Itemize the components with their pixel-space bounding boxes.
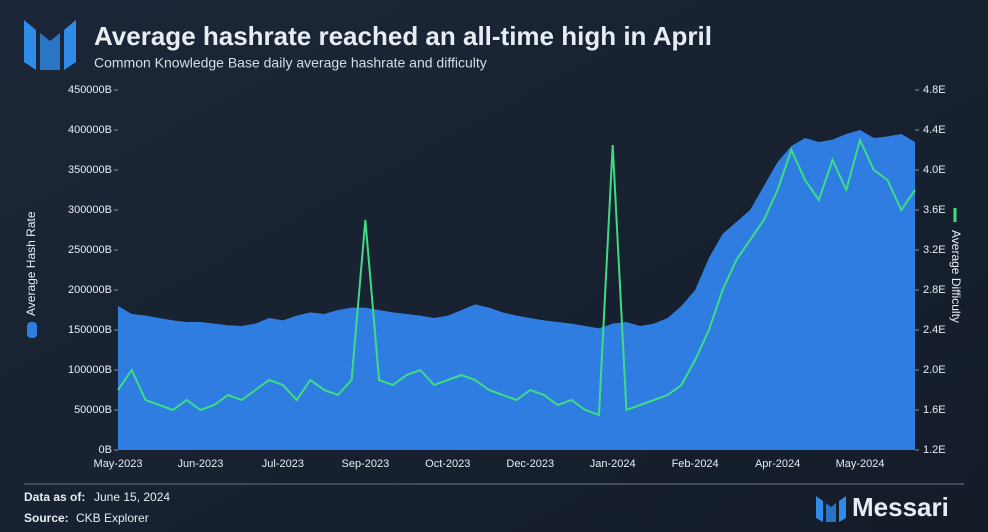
source-label: Source: xyxy=(24,511,69,525)
x-tick-label: Dec-2023 xyxy=(506,458,554,470)
y-tick-label: 200000B xyxy=(68,284,112,296)
x-tick-label: Jun-2023 xyxy=(178,458,224,470)
y-tick-label: 50000B xyxy=(74,404,112,416)
y-tick-label: 350000B xyxy=(68,164,112,176)
date: June 15, 2024 xyxy=(94,490,170,504)
y2-tick-label: 1.2E xyxy=(923,444,946,456)
x-tick-label: Oct-2023 xyxy=(425,458,470,470)
x-tick-label: Feb-2024 xyxy=(672,458,719,470)
y-tick-label: 150000B xyxy=(68,324,112,336)
legend-marker xyxy=(27,322,37,338)
logo xyxy=(24,20,76,70)
y2-tick-label: 4.4E xyxy=(923,124,946,136)
x-tick-label: Sep-2023 xyxy=(341,458,389,470)
x-tick-label: Apr-2024 xyxy=(755,458,800,470)
y2-tick-label: 2.8E xyxy=(923,284,946,296)
hashrate-area xyxy=(118,130,915,450)
y2-tick-label: 2.0E xyxy=(923,364,946,376)
difficulty-line xyxy=(117,137,916,417)
y2-axis-title: Average Difficulty xyxy=(949,230,963,323)
y-axis-title: Average Hash Rate xyxy=(24,211,38,316)
date-label: Data as of: xyxy=(24,490,85,504)
y-tick-label: 400000B xyxy=(68,124,112,136)
y-tick-label: 300000B xyxy=(68,204,112,216)
x-tick-label: Jul-2023 xyxy=(262,458,304,470)
y2-tick-label: 4.0E xyxy=(923,164,946,176)
brand-logo xyxy=(816,496,846,522)
y2-tick-label: 2.4E xyxy=(923,324,946,336)
y-tick-label: 0B xyxy=(99,444,112,456)
source: CKB Explorer xyxy=(76,511,149,525)
chart-subtitle: Common Knowledge Base daily average hash… xyxy=(94,55,487,71)
x-tick-label: May-2024 xyxy=(836,458,885,470)
y2-tick-label: 3.6E xyxy=(923,204,946,216)
chart-title: Average hashrate reached an all-time hig… xyxy=(94,21,712,51)
y2-tick-label: 1.6E xyxy=(923,404,946,416)
y-tick-label: 250000B xyxy=(68,244,112,256)
y2-tick-label: 3.2E xyxy=(923,244,946,256)
y-tick-label: 100000B xyxy=(68,364,112,376)
y2-tick-label: 4.8E xyxy=(923,84,946,96)
x-tick-label: May-2023 xyxy=(94,458,143,470)
x-tick-label: Jan-2024 xyxy=(590,458,636,470)
y-tick-label: 450000B xyxy=(68,84,112,96)
brand: Messari xyxy=(852,492,949,522)
